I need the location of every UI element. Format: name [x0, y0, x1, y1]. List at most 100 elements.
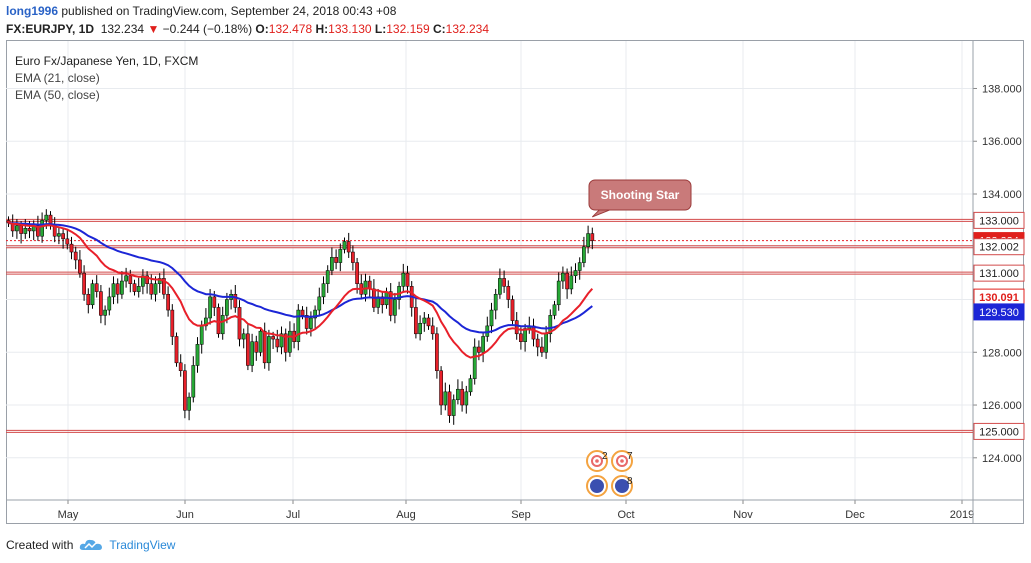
candle-body [439, 370, 443, 406]
price-label: 130.091 [979, 292, 1019, 304]
candle-body [334, 257, 338, 263]
candle-body [78, 259, 82, 274]
candle-body [418, 323, 422, 335]
candle-body [107, 296, 112, 311]
x-tick-label: Jun [176, 509, 194, 521]
candle-body [149, 283, 154, 295]
low-value: 132.159 [386, 22, 430, 36]
candle-body [208, 296, 212, 319]
candle-body [304, 315, 309, 329]
candle-body [19, 225, 23, 234]
candle-body [548, 315, 553, 335]
chart-frame [6, 40, 1024, 524]
candle-body [477, 346, 481, 353]
candle-body [540, 346, 544, 353]
candle-body [86, 293, 91, 306]
close-value: 132.234 [445, 22, 490, 36]
candle-body [262, 330, 267, 364]
candle-body [57, 233, 61, 237]
candle-body [405, 272, 410, 287]
price-label: 129.530 [979, 307, 1019, 319]
candle-body [288, 330, 292, 353]
candle-body [388, 291, 393, 316]
economic-event-icon-ring [616, 455, 628, 467]
ohlc-line: FX:EURJPY, 1D 132.234 ▼ −0.244 (−0.18%) … [6, 22, 489, 36]
candle-body [40, 220, 44, 237]
candle-body [166, 293, 170, 311]
y-tick-label: 138.000 [982, 83, 1022, 95]
open-value: 132.478 [268, 22, 313, 36]
candle-body [124, 275, 128, 282]
x-tick-label: Aug [396, 509, 416, 521]
candle-body [330, 257, 334, 271]
candle-body [44, 214, 49, 221]
economic-event-icon-dot [595, 459, 599, 463]
tradingview-link[interactable]: TradingView [109, 538, 176, 552]
candle-body [279, 333, 284, 348]
candle-body [460, 388, 464, 406]
candle-body [401, 272, 406, 287]
author-link[interactable]: long1996 [6, 4, 59, 18]
created-with-label: Created with [6, 538, 74, 552]
candle-body [296, 309, 301, 342]
candle-body [325, 270, 330, 284]
event-count: 2 [602, 451, 608, 462]
legend-symbol[interactable]: Euro Fx/Japanese Yen, 1D, FXCM [15, 54, 199, 68]
last-price: 132.234 [100, 22, 145, 36]
candle-body [199, 325, 204, 345]
price-label-box [973, 422, 1025, 440]
candle-body [136, 286, 141, 292]
candle-body [115, 283, 120, 295]
candle-body [523, 328, 527, 342]
x-tick-label: Dec [845, 509, 865, 521]
candle-body [275, 338, 280, 348]
candle-body [498, 278, 502, 295]
candle-body [451, 399, 456, 416]
ema50-line [8, 222, 593, 334]
x-tick-label: Nov [733, 509, 753, 521]
candle-body [393, 299, 397, 316]
candle-body [204, 317, 208, 327]
candle-body [443, 391, 448, 406]
candle-body [414, 307, 418, 335]
event-count: 7 [627, 451, 633, 462]
legend-ema50[interactable]: EMA (50, close) [15, 88, 100, 102]
candle-body [220, 315, 225, 335]
candle-body [544, 333, 548, 353]
candle-body [464, 391, 469, 406]
candle-body [103, 309, 107, 316]
price-label: 133.000 [979, 215, 1019, 227]
y-tick-label: 128.000 [982, 347, 1022, 359]
candle-body [65, 238, 70, 245]
candle-body [241, 333, 246, 340]
candle-body [283, 333, 288, 353]
candle-body [267, 336, 271, 364]
candle-body [309, 317, 313, 329]
price-label-box [973, 211, 1025, 229]
candle-body [435, 333, 439, 371]
candle-body [590, 233, 595, 241]
symbol-label: FX:EURJPY, 1D [6, 22, 95, 36]
low-label: L: [374, 22, 387, 36]
price-label: 125.000 [979, 426, 1019, 438]
candle-body [36, 225, 40, 237]
candle-body [246, 333, 250, 366]
candle-body [82, 272, 86, 295]
candle-body [15, 225, 19, 232]
candle-body [552, 304, 557, 316]
candle-body [556, 280, 561, 306]
y-tick-label: 134.000 [982, 189, 1022, 201]
change-arrow-icon: ▼ [147, 22, 160, 36]
candle-body [69, 243, 74, 253]
candle-body [565, 272, 569, 290]
candle-body [502, 278, 506, 287]
price-label-box [973, 264, 1025, 282]
candle-body [338, 249, 343, 263]
candle-body [586, 233, 590, 248]
legend-ema21[interactable]: EMA (21, close) [15, 71, 100, 85]
eu-flag-event-icon-fill [615, 479, 629, 493]
candle-body [535, 338, 540, 348]
high-value: 133.130 [328, 22, 372, 36]
candle-body [132, 283, 137, 292]
